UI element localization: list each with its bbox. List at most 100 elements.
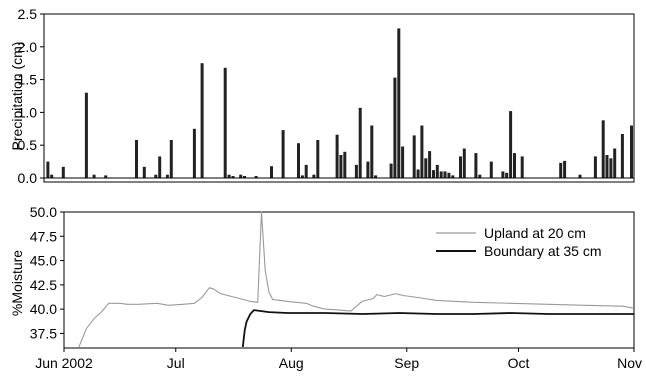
precip-ytick-label-6: 2.5 bbox=[18, 6, 38, 22]
precip-bar-58 bbox=[509, 111, 513, 178]
precip-bar-47 bbox=[439, 171, 443, 178]
precip-bar-45 bbox=[432, 170, 435, 178]
moisture-ytick-label-3: 42.5 bbox=[30, 277, 57, 293]
moisture-line-upland bbox=[78, 211, 635, 348]
precip-bar-4 bbox=[84, 92, 88, 178]
precip-bar-28 bbox=[335, 134, 339, 178]
precip-bar-41 bbox=[416, 169, 420, 178]
precip-bar-30 bbox=[343, 151, 347, 178]
precip-ytick-label-2: 0.5 bbox=[18, 137, 38, 153]
moisture-panel: 37.5 40.0 42.5 45.0 47.5 50.0 Jun 2002 Jul Aug S… bbox=[9, 204, 642, 371]
precip-bar-65 bbox=[601, 120, 605, 178]
moisture-xtick-label-5: Oct bbox=[508, 355, 530, 371]
precip-bar-42 bbox=[420, 125, 424, 178]
precip-bar-37 bbox=[393, 77, 397, 178]
precip-bar-22 bbox=[281, 130, 285, 178]
precip-bar-68 bbox=[613, 148, 617, 178]
precip-bar-66 bbox=[605, 155, 609, 178]
precip-bar-56 bbox=[501, 171, 505, 178]
moisture-xtick-label-4: Sep bbox=[394, 355, 419, 371]
precip-bar-19 bbox=[243, 176, 246, 178]
precipitation-panel: 0.0 0.5 1.0 1.5 2.0 2.5 Precipitation (cm) bbox=[9, 6, 635, 186]
precip-bar-5 bbox=[92, 174, 96, 178]
precip-bar-13 bbox=[192, 128, 196, 178]
precip-bar-55 bbox=[489, 161, 493, 178]
precip-bar-49 bbox=[447, 172, 451, 178]
precip-bar-46 bbox=[435, 164, 439, 178]
precip-bar-3 bbox=[61, 166, 65, 178]
precip-ytick-label-5: 2.0 bbox=[18, 39, 38, 55]
precip-bar-7 bbox=[135, 140, 138, 178]
precip-bar-18 bbox=[239, 174, 243, 178]
precip-bar-36 bbox=[389, 163, 393, 178]
moisture-ytick-label-4: 45.0 bbox=[30, 253, 57, 269]
precip-bar-50 bbox=[451, 175, 455, 178]
precip-bar-34 bbox=[370, 125, 374, 178]
precip-bar-31 bbox=[354, 164, 358, 178]
moisture-plot-frame bbox=[63, 211, 635, 349]
precip-bar-6 bbox=[104, 175, 108, 178]
precip-bar-48 bbox=[443, 171, 447, 178]
moisture-xtick-label-3: Aug bbox=[279, 355, 304, 371]
moisture-ytick-label-2: 40.0 bbox=[30, 301, 57, 317]
legend-label-boundary: Boundary at 35 cm bbox=[484, 243, 602, 259]
precip-bar-52 bbox=[462, 148, 466, 178]
legend-label-upland: Upland at 20 cm bbox=[484, 225, 586, 241]
precip-bar-44 bbox=[428, 151, 432, 178]
moisture-xtick-label-1: Jun 2002 bbox=[35, 355, 93, 371]
precipitation-y-axis: 0.0 0.5 1.0 1.5 2.0 2.5 bbox=[18, 6, 44, 186]
precip-bar-51 bbox=[459, 156, 462, 178]
precip-bar-17 bbox=[231, 176, 235, 178]
precip-bar-32 bbox=[358, 107, 362, 178]
precip-bar-1 bbox=[46, 161, 50, 178]
precip-bar-27 bbox=[316, 140, 320, 178]
precip-bar-25 bbox=[304, 164, 308, 178]
precip-bar-67 bbox=[609, 158, 613, 178]
precip-bar-33 bbox=[366, 161, 370, 178]
precip-ytick-label-4: 1.5 bbox=[18, 72, 38, 88]
precip-bar-59 bbox=[513, 153, 516, 178]
moisture-xtick-label-2: Jul bbox=[167, 355, 185, 371]
precip-ytick-label-3: 1.0 bbox=[18, 104, 38, 120]
precip-bar-57 bbox=[505, 172, 509, 178]
precip-bar-77 bbox=[630, 148, 633, 178]
precip-bar-11 bbox=[165, 174, 169, 178]
precip-ytick-label-1: 0.0 bbox=[18, 170, 38, 186]
precip-bar-63 bbox=[578, 174, 582, 178]
precipitation-plot-frame bbox=[43, 13, 635, 183]
precip-bar-38 bbox=[397, 28, 401, 179]
precip-bar-35 bbox=[374, 175, 378, 178]
precip-bar-2 bbox=[50, 174, 54, 178]
precip-bar-9 bbox=[154, 174, 158, 178]
moisture-xtick-label-6: Nov bbox=[617, 355, 642, 371]
moisture-ytick-label-5: 47.5 bbox=[30, 228, 57, 244]
precip-bar-14 bbox=[200, 63, 204, 179]
moisture-lines bbox=[78, 211, 635, 348]
moisture-ytick-label-6: 50.0 bbox=[30, 204, 57, 220]
precip-bar-15 bbox=[223, 67, 227, 178]
precip-bar-10 bbox=[158, 156, 162, 178]
precip-bar-69 bbox=[620, 134, 624, 178]
precip-bar-24 bbox=[300, 175, 304, 178]
precip-bar-60 bbox=[520, 156, 524, 178]
precip-bar-64 bbox=[593, 156, 597, 178]
precipitation-y-label: Precipitation (cm) bbox=[9, 42, 25, 151]
precip-bar-43 bbox=[424, 158, 428, 178]
precip-bar-21 bbox=[270, 166, 273, 178]
precipitation-bars bbox=[46, 28, 633, 179]
precip-bar-8 bbox=[142, 166, 146, 178]
precip-bar-12 bbox=[169, 140, 173, 178]
precip-bar-40 bbox=[412, 135, 416, 178]
moisture-y-label: %Moisture bbox=[9, 250, 25, 316]
precip-bar-23 bbox=[297, 143, 300, 178]
precip-bar-54 bbox=[478, 174, 482, 178]
precip-bar-29 bbox=[339, 155, 343, 178]
moisture-legend: Upland at 20 cm Boundary at 35 cm bbox=[436, 225, 602, 259]
precip-bar-53 bbox=[474, 153, 478, 178]
precip-bar-61 bbox=[559, 162, 563, 178]
precip-bar-39 bbox=[401, 146, 405, 178]
precip-bar-62 bbox=[563, 160, 567, 178]
moisture-ytick-label-1: 37.5 bbox=[30, 325, 57, 341]
moisture-x-axis: Jun 2002 Jul Aug Sep Oct Nov bbox=[35, 348, 642, 371]
